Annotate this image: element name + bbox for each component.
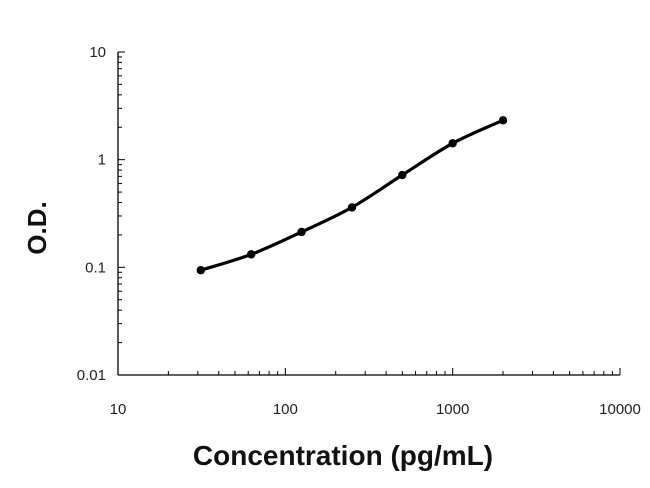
y-tick-label: 0.1 — [85, 259, 106, 276]
data-point — [196, 266, 206, 275]
y-tick-label: 0.01 — [77, 367, 106, 384]
x-tick-label: 100 — [273, 401, 298, 418]
y-tick-label: 10 — [89, 44, 106, 61]
tick-labels: 0.01 0.1 1 10 10 100 1000 10000 — [77, 44, 641, 418]
data-point — [448, 139, 457, 148]
y-axis-title: O.D. — [22, 201, 52, 254]
axes — [117, 52, 620, 376]
tick-marks — [117, 51, 621, 376]
x-axis-title: Concentration (pg/mL) — [193, 440, 493, 471]
x-tick-label: 10 — [110, 401, 127, 418]
data-point — [297, 227, 306, 237]
x-tick-label: 1000 — [436, 401, 469, 418]
y-tick-label: 1 — [98, 152, 106, 169]
data-point — [246, 250, 256, 259]
x-tick-label: 10000 — [599, 401, 641, 418]
data-point — [498, 116, 508, 125]
data-point — [347, 203, 357, 212]
data-point — [398, 170, 407, 180]
series-line — [199, 118, 505, 272]
series — [196, 116, 508, 275]
